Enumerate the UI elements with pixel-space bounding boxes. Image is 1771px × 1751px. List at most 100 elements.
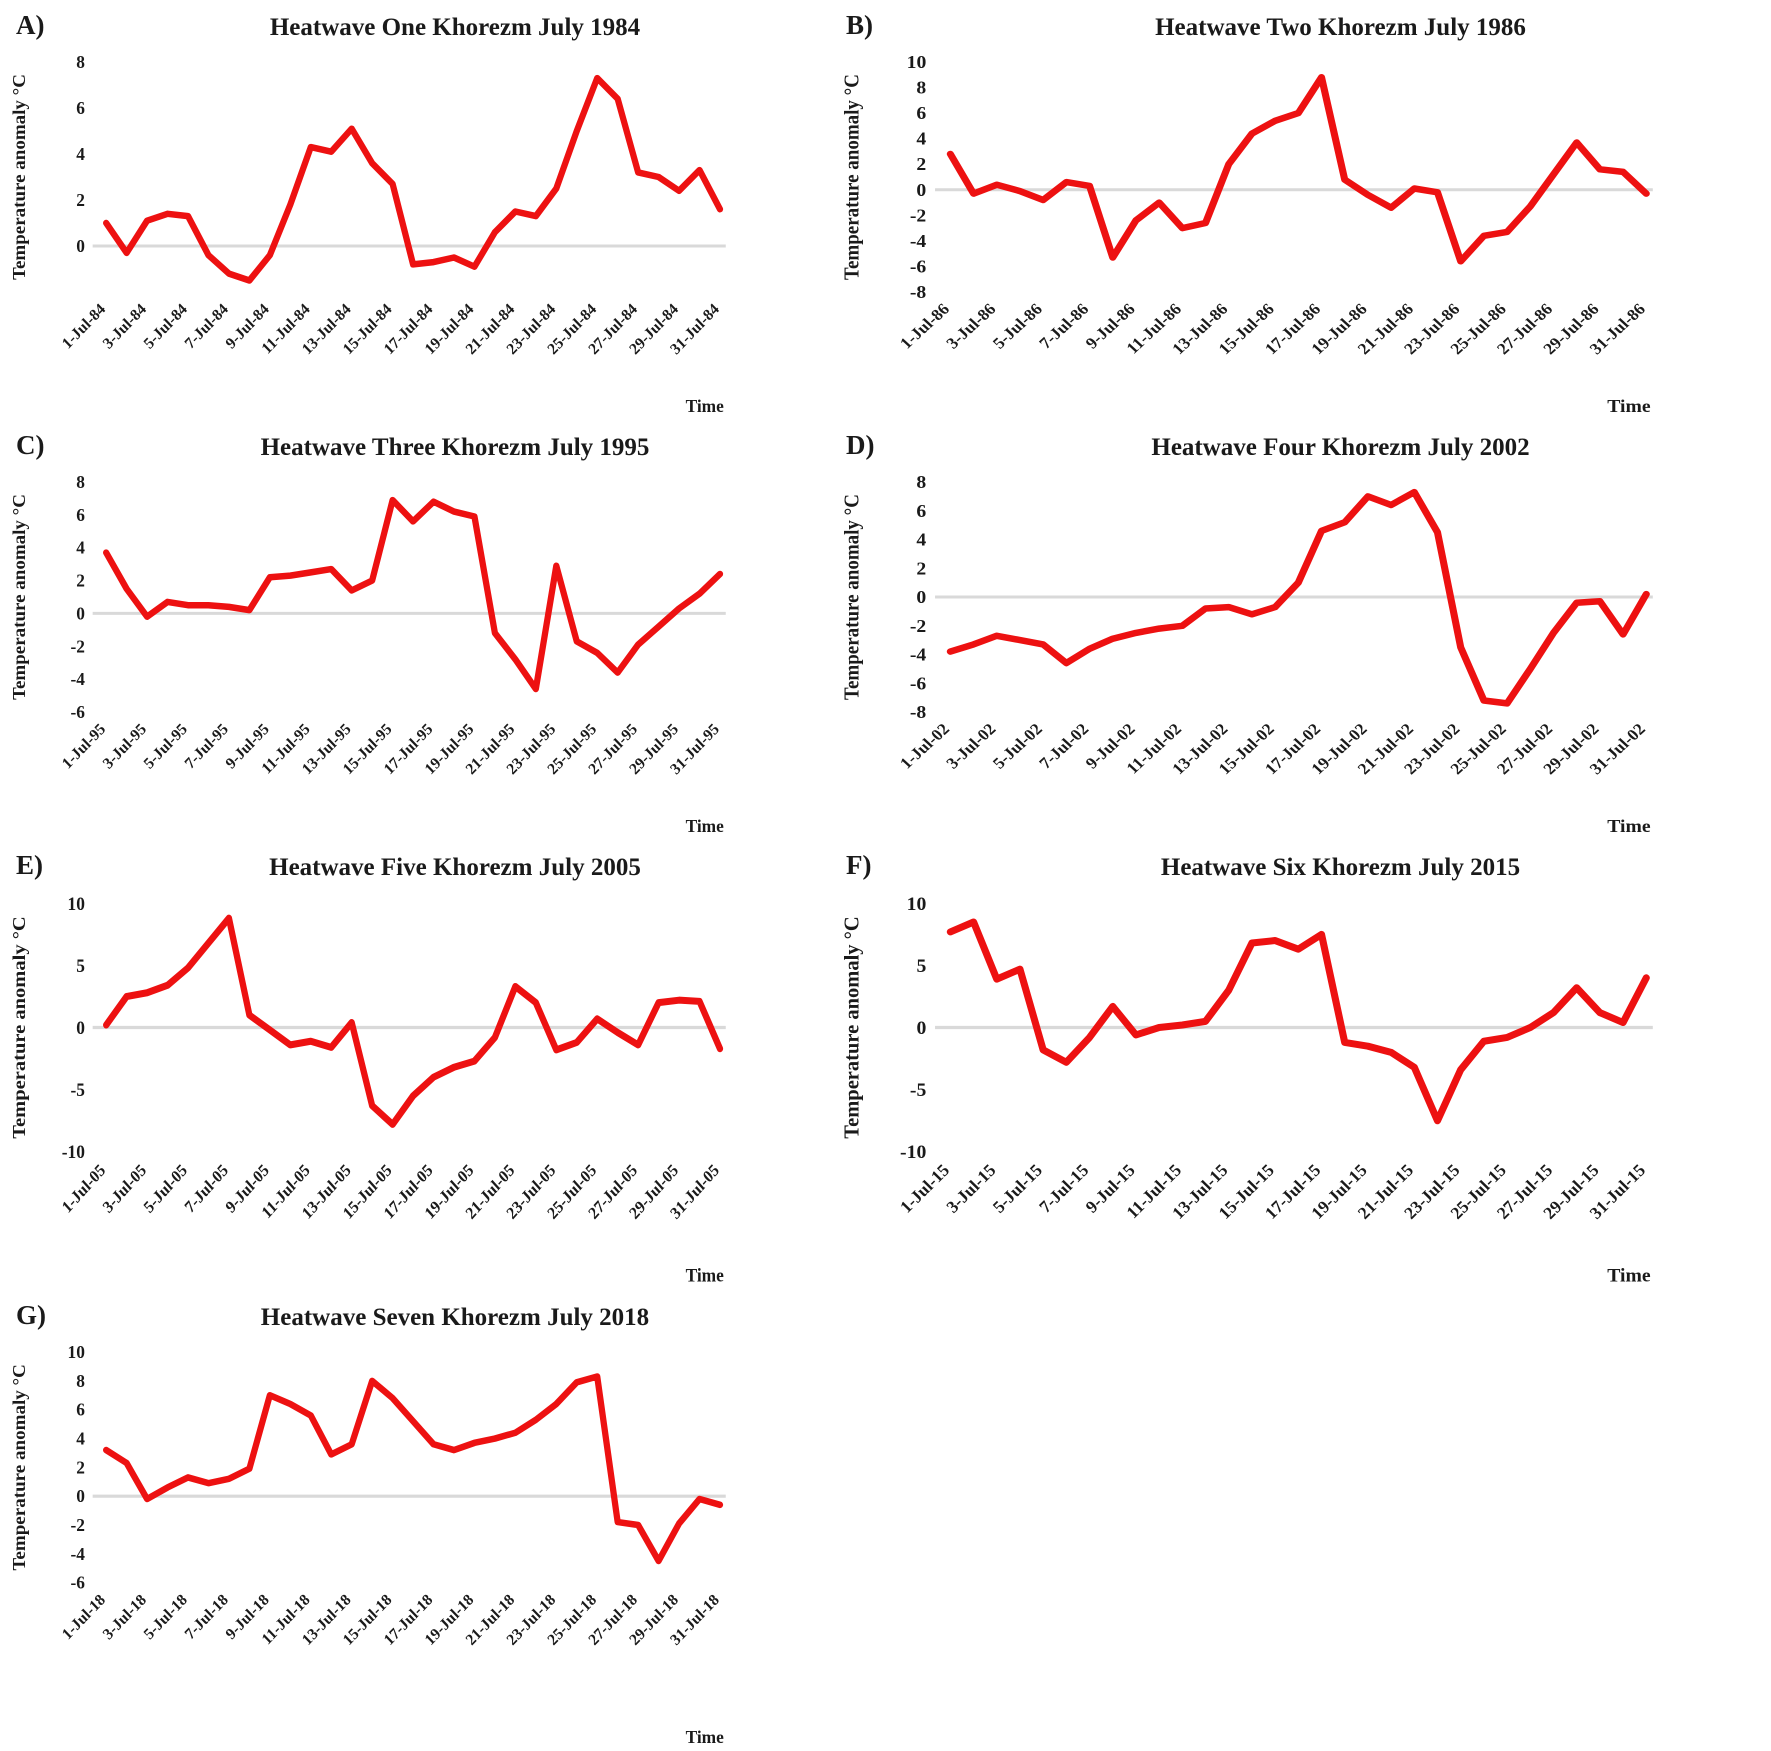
x-axis-title: Time (1607, 397, 1650, 417)
chart-panel-g: G) Heatwave Seven Khorezm July 2018 10 8 6… (0, 1290, 830, 1751)
x-tick-label: 5-Jul-18 (141, 1591, 191, 1643)
chart-title: Heatwave Five Khorezm July 2005 (269, 854, 641, 881)
y-tick-label: 4 (76, 144, 85, 164)
x-tick-label: 3-Jul-02 (942, 720, 999, 772)
y-tick-label: 4 (76, 537, 85, 557)
y-tick-label: -4 (70, 669, 85, 689)
x-axis-title: Time (1607, 817, 1650, 837)
x-tick-label: 1-Jul-05 (58, 1160, 109, 1217)
chart-panel-e: E) Heatwave Five Khorezm July 2005 10 5 0 -… (0, 840, 830, 1290)
x-tick-label: 5-Jul-95 (141, 721, 191, 773)
x-axis-title: Time (1607, 1265, 1651, 1286)
chart-panel-f: F) Heatwave Six Khorezm July 2015 10 5 0 -5… (830, 840, 1771, 1290)
chart-plot: 8 6 4 2 0 -2 -4 -6 Temperature anomaly °C 1-Jul-9… (0, 466, 830, 840)
y-tick-label: -6 (70, 702, 85, 722)
y-tick-label: 0 (76, 236, 85, 256)
panel-letter: C) (16, 430, 45, 460)
x-axis-title: Time (686, 396, 724, 416)
chart-title: Heatwave Four Khorezm July 2002 (1151, 434, 1530, 461)
chart-canvas: 8 6 4 2 0 -2 -4 -6 -8 Temperature anomaly °C 1-Jul… (841, 473, 1653, 837)
y-tick-label: -5 (910, 1080, 927, 1101)
panel-letter: F) (846, 850, 872, 880)
y-tick-label: -5 (70, 1079, 84, 1100)
y-tick-label: 6 (76, 98, 85, 118)
panel-header: C) Heatwave Three Khorezm July 1995 (0, 420, 830, 466)
y-tick-label: -4 (910, 232, 927, 252)
series-line (103, 496, 724, 693)
y-tick-label: 8 (76, 1371, 85, 1391)
y-tick-label: 4 (916, 530, 926, 550)
x-axis-title: Time (686, 1264, 724, 1285)
chart-canvas: 10 5 0 -5 -10 Temperature anomaly °C 1-Jul-153… (841, 894, 1653, 1286)
y-axis-title: Temperature anomaly °C (10, 916, 30, 1138)
chart-panel-d: D) Heatwave Four Khorezm July 2002 8 6 4 2 0… (830, 420, 1771, 840)
x-tick-label: 3-Jul-15 (943, 1160, 1000, 1216)
chart-title: Heatwave Two Khorezm July 1986 (1155, 14, 1526, 41)
x-tick-label: 7-Jul-95 (182, 721, 232, 773)
chart-title: Heatwave Six Khorezm July 2015 (1160, 854, 1521, 881)
y-tick-label: 5 (76, 955, 85, 976)
chart-plot: 10 5 0 -5 -10 Temperature anomaly °C 1-Jul-15 3… (830, 886, 1771, 1290)
y-tick-label: 10 (907, 53, 927, 73)
x-tick-label: 1-Jul-18 (59, 1591, 109, 1643)
y-axis-title: Temperature anomaly °C (9, 74, 30, 280)
chart-plot: 10 8 6 4 2 0 -2 -4 -6 Temperature anomaly °C 1-Jul… (0, 1336, 830, 1751)
y-tick-label: 5 (916, 956, 926, 977)
y-tick-label: 4 (76, 1428, 85, 1448)
x-tick-label: 3-Jul-86 (942, 300, 999, 352)
x-axis-title: Time (686, 816, 724, 836)
y-tick-label: 8 (76, 472, 85, 492)
y-tick-label: 0 (76, 603, 85, 623)
x-tick-label: 1-Jul-02 (896, 720, 953, 772)
x-tick-label: 5-Jul-05 (140, 1160, 191, 1217)
x-tick-label: 7-Jul-02 (1035, 720, 1092, 772)
panel-header: G) Heatwave Seven Khorezm July 2018 (0, 1290, 830, 1336)
y-axis-title: Temperature anomaly °C (841, 494, 864, 700)
chart-plot: 10 5 0 -5 -10 Temperature anomaly °C 1-Jul-05 3… (0, 886, 830, 1290)
y-axis-title: Temperature anomaly °C (9, 1364, 30, 1570)
y-axis-title: Temperature anomaly °C (9, 494, 30, 700)
panel-letter: E) (16, 850, 43, 880)
chart-title: Heatwave Seven Khorezm July 2018 (260, 1304, 650, 1331)
x-tick-label: 5-Jul-86 (989, 300, 1046, 352)
panel-header: F) Heatwave Six Khorezm July 2015 (830, 840, 1771, 886)
x-tick-label: 7-Jul-15 (1036, 1160, 1093, 1216)
y-tick-label: 0 (76, 1017, 85, 1038)
x-tick-label: 1-Jul-95 (59, 721, 109, 773)
y-tick-label: 0 (916, 588, 926, 608)
y-tick-label: 2 (916, 559, 926, 579)
x-tick-label: 7-Jul-84 (182, 301, 232, 353)
x-tick-label: 5-Jul-15 (989, 1160, 1046, 1216)
y-tick-label: 10 (68, 893, 85, 914)
y-tick-label: 2 (76, 570, 85, 590)
y-tick-label: -2 (70, 1515, 85, 1535)
y-tick-label: 6 (76, 1399, 85, 1419)
chart-canvas: 10 5 0 -5 -10 Temperature anomaly °C 1-Jul-053… (10, 893, 726, 1286)
y-axis-title: Temperature anomaly °C (841, 74, 864, 280)
x-tick-label: 3-Jul-84 (100, 301, 150, 353)
chart-canvas: 10 8 6 4 2 0 -2 -4 -6 Temperature anomaly °C 1-Jul… (9, 1342, 726, 1747)
y-tick-label: 10 (68, 1342, 86, 1362)
panel-letter: B) (846, 10, 873, 40)
y-tick-label: -6 (70, 1572, 85, 1592)
chart-canvas: 10 8 6 4 2 0 -2 -4 -6 -8 Temperature anomaly °C 1-J… (841, 53, 1653, 417)
panel-letter: D) (846, 430, 875, 460)
y-tick-label: -10 (62, 1141, 85, 1162)
chart-plot: 8 6 4 2 0 -2 -4 -6 -8 Temperature anomaly °C 1-Jul… (830, 466, 1771, 840)
panel-header: E) Heatwave Five Khorezm July 2005 (0, 840, 830, 886)
x-tick-label: 5-Jul-84 (141, 301, 191, 353)
chart-panel-c: C) Heatwave Three Khorezm July 1995 8 6 4 2… (0, 420, 830, 840)
y-tick-label: -2 (910, 206, 926, 226)
y-tick-label: 0 (916, 1018, 926, 1039)
y-axis-title: Temperature anomaly °C (841, 916, 863, 1138)
x-tick-label: 1-Jul-86 (896, 300, 953, 352)
panel-header: B) Heatwave Two Khorezm July 1986 (830, 0, 1771, 46)
y-tick-label: -8 (910, 703, 926, 723)
chart-canvas: 8 6 4 2 0 Temperature anomaly °C 1-Jul-843-Jul… (9, 52, 726, 416)
panel-header: A) Heatwave One Khorezm July 1984 (0, 0, 830, 46)
panel-header: D) Heatwave Four Khorezm July 2002 (830, 420, 1771, 466)
chart-plot: 8 6 4 2 0 Temperature anomaly °C 1-Jul-84 3-Jul… (0, 46, 830, 420)
y-tick-label: 6 (916, 502, 926, 522)
y-tick-label: 6 (76, 505, 85, 525)
